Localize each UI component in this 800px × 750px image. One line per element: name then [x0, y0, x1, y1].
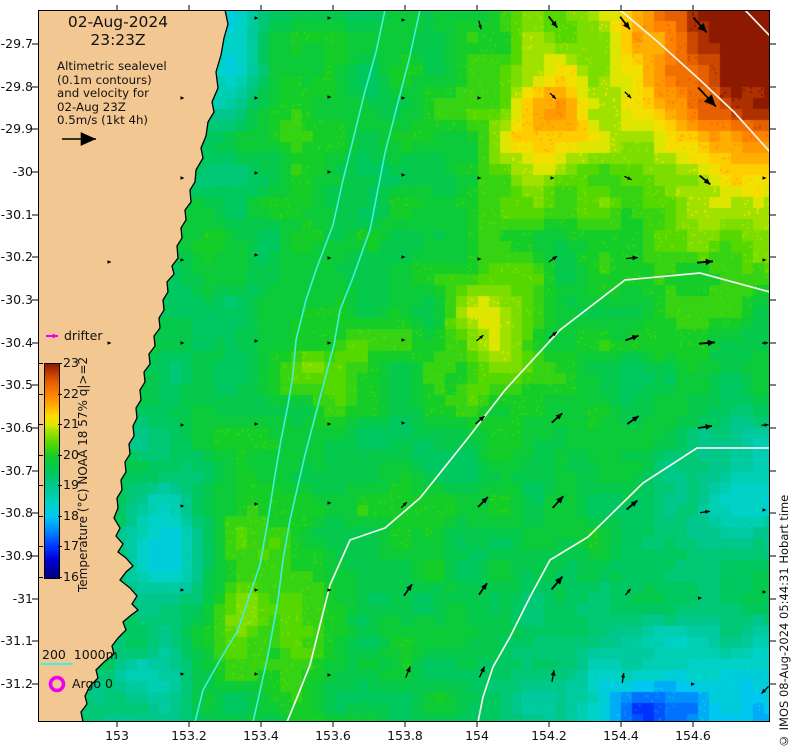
y-axis-label: -30.8	[0, 505, 33, 520]
date-block: 02-Aug-2024 23:23Z	[50, 13, 186, 49]
x-axis-label: 154.2	[531, 728, 567, 743]
y-axis-label: -30.1	[0, 207, 33, 222]
colorbar-tick	[38, 424, 43, 426]
x-axis-label: 153.8	[387, 728, 423, 743]
colorbar-tick	[38, 454, 43, 456]
description-block: Altimetric sealevel (0.1m contours) and …	[57, 59, 167, 128]
y-axis-label: -30.2	[0, 249, 33, 264]
x-axis-label: 154.6	[675, 728, 711, 743]
colorbar-tick	[38, 577, 43, 578]
argo-legend-label: Argo 0	[72, 676, 113, 691]
x-axis-label: 153	[105, 728, 129, 743]
colorbar-tick	[38, 485, 43, 487]
colorbar-tick-label: 23	[63, 355, 79, 370]
x-axis-label: 153.6	[315, 728, 351, 743]
y-axis-label: -30.6	[0, 420, 33, 435]
y-axis-label: -30.7	[0, 463, 33, 478]
y-axis-label: -30.5	[0, 377, 33, 392]
description-line: 0.5m/s (1kt 4h)	[57, 113, 149, 128]
colorbar-tick-label: 18	[63, 507, 79, 523]
colorbar-tick-label: 19	[63, 477, 79, 493]
colorbar-tick-label: 20	[63, 446, 79, 462]
drifter-legend-label: drifter	[64, 328, 103, 343]
colorbar-tick-label: 16	[63, 569, 79, 584]
x-axis-label: 154.4	[603, 728, 639, 743]
isobath-legend-label: 200 1000m	[42, 647, 118, 662]
x-axis-label: 154	[465, 728, 489, 743]
x-axis-label: 153.2	[171, 728, 207, 743]
date-line: 02-Aug-2024	[67, 13, 169, 31]
y-axis-label: -31.2	[0, 676, 33, 691]
colorbar-tick-label: 22	[63, 385, 79, 401]
x-axis-label: 153.4	[243, 728, 279, 743]
colorbar-tick-label: 21	[63, 416, 79, 432]
description-line: and velocity for	[57, 86, 150, 101]
y-axis-label: -30	[12, 164, 33, 179]
y-axis-label: -31.1	[0, 633, 33, 648]
y-axis-label: -29.8	[0, 79, 33, 94]
colorbar-tick	[38, 393, 43, 395]
colorbar-tick	[58, 454, 62, 456]
colorbar-tick	[58, 424, 62, 426]
description-line: (0.1m contours)	[57, 72, 152, 87]
imos-watermark: © IMOS 08-Aug-2024 05:44:31 Hobart time	[777, 494, 791, 748]
colorbar-tick	[58, 363, 62, 364]
colorbar-tick	[58, 515, 62, 517]
time-line: 23:23Z	[90, 31, 146, 49]
description-line: Altimetric sealevel	[57, 59, 167, 73]
colorbar-tick	[38, 515, 43, 517]
colorbar-tick-label: 17	[63, 538, 79, 554]
y-axis-label: -29.9	[0, 121, 33, 136]
colorbar-tick	[58, 577, 62, 578]
colorbar-tick	[58, 546, 62, 548]
y-axis-label: -31	[12, 591, 33, 606]
y-axis-label: -30.9	[0, 548, 33, 563]
y-axis-label: -30.3	[0, 292, 33, 307]
colorbar-tick	[58, 485, 62, 487]
y-axis-label: -29.7	[0, 36, 33, 51]
colorbar-tick	[38, 546, 43, 548]
y-axis-label: -30.4	[0, 335, 33, 350]
description-line: 02-Aug 23Z	[57, 99, 126, 114]
colorbar-tick	[58, 393, 62, 395]
colorbar-tick	[38, 363, 43, 364]
